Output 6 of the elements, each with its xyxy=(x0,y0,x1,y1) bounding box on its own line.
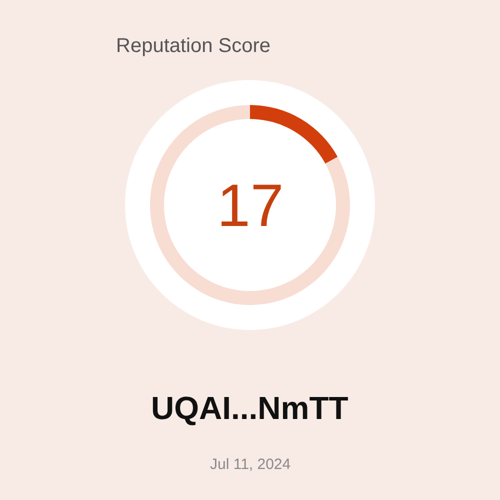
donut-slice xyxy=(150,105,350,305)
text: Jul 11, 2024 xyxy=(210,456,291,473)
donut-slice xyxy=(250,105,338,164)
chart-title: Reputation Score xyxy=(116,35,271,57)
text: 17 xyxy=(217,172,284,239)
text: UQAI...NmTT xyxy=(151,390,349,426)
